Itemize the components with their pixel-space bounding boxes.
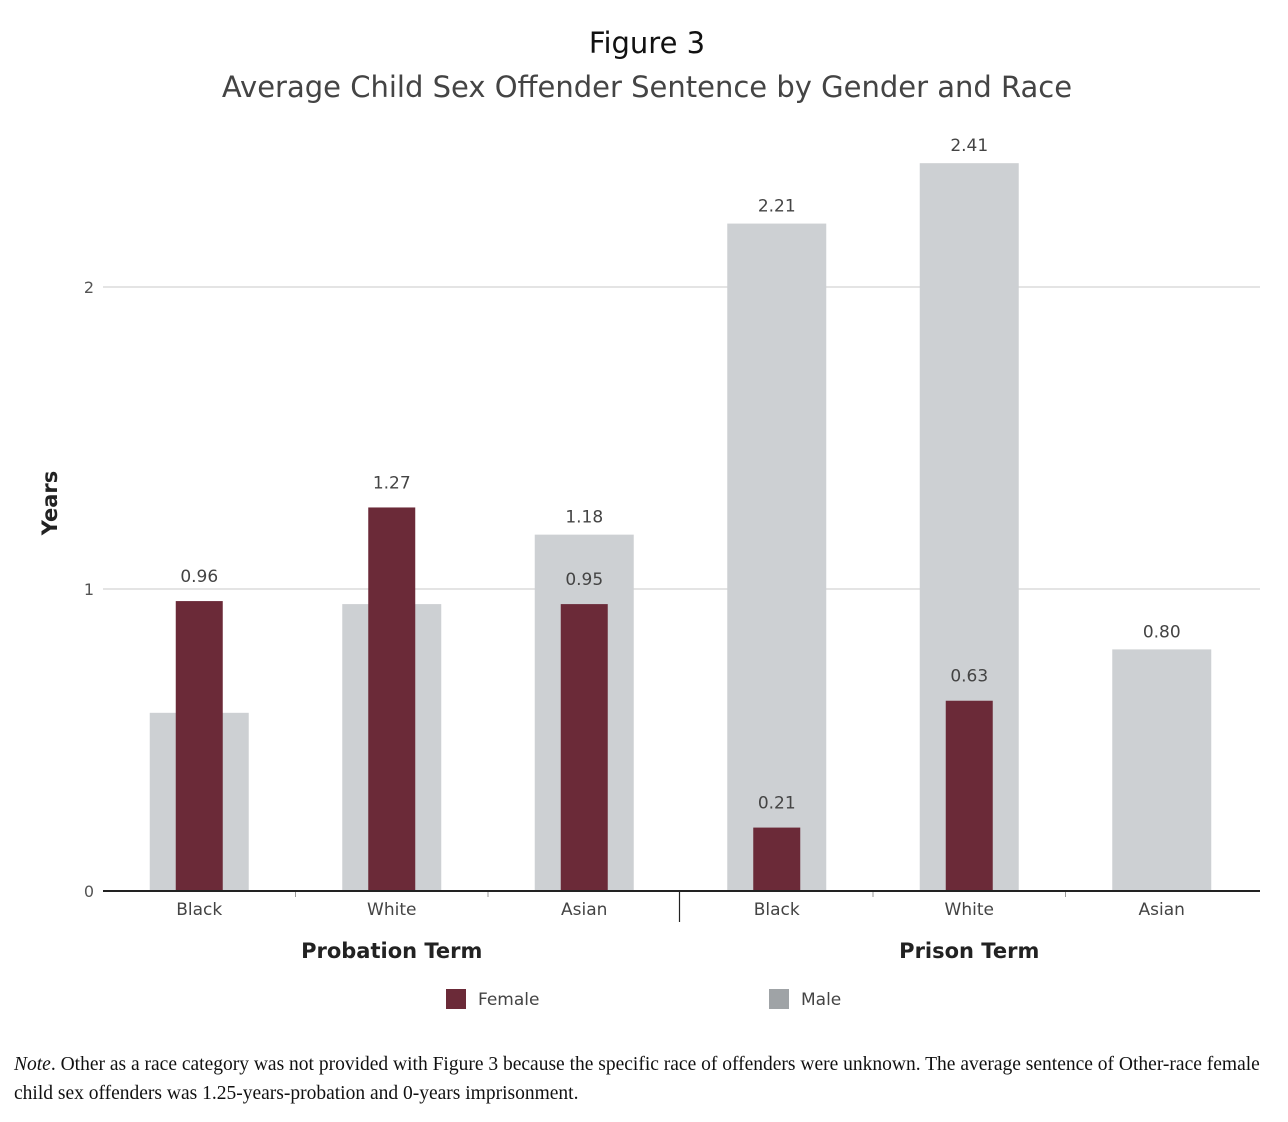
bar-female-probation-term-asian (560, 604, 608, 891)
bar-male-prison-term-asian (1112, 649, 1212, 891)
legend-swatch-male (769, 989, 789, 1009)
x-tick-label: Asian (1139, 900, 1185, 920)
data-label-female: 0.21 (758, 794, 796, 814)
chart-subtitle: Average Child Sex Offender Sentence by G… (221, 70, 1073, 104)
y-axis-label: Years (38, 471, 62, 537)
x-tick-label: White (367, 900, 416, 920)
bar-chart: 0 1 2 Years 0.96 Black 1.27 White 1.18 0.95 Asian P… (38, 136, 1260, 1010)
x-tick-label: White (945, 900, 994, 920)
y-tick-label: 2 (84, 278, 94, 297)
bar-male-prison-term-black (727, 223, 827, 891)
note-lead: Note (14, 1054, 51, 1075)
group-label: Probation Term (301, 939, 482, 963)
note-text: . Other as a race category was not provi… (14, 1054, 1260, 1104)
bar-female-prison-term-white (945, 700, 993, 891)
x-tick-label: Asian (561, 900, 607, 920)
data-label-female: 0.96 (180, 567, 218, 587)
data-label-male: 2.21 (758, 197, 796, 217)
y-tick-label: 0 (84, 882, 94, 901)
data-label-male: 2.41 (950, 136, 988, 156)
bar-female-prison-term-black (753, 827, 801, 891)
bar-female-probation-term-black (175, 601, 223, 891)
legend-swatch-female (446, 989, 466, 1009)
chart-title: Figure 3 (588, 26, 706, 60)
group-label: Prison Term (899, 939, 1039, 963)
data-label-female: 1.27 (373, 473, 411, 493)
figure-note: Note. Other as a race category was not p… (14, 1050, 1279, 1108)
data-label-female: 0.95 (565, 570, 603, 590)
data-label-female: 0.63 (950, 667, 988, 687)
legend-label-male: Male (801, 990, 841, 1010)
x-tick-label: Black (754, 900, 800, 920)
data-label-male: 1.18 (565, 508, 603, 528)
legend-label-female: Female (478, 990, 539, 1010)
y-tick-label: 1 (84, 580, 94, 599)
data-label-male: 0.80 (1143, 622, 1181, 642)
bar-female-probation-term-white (368, 507, 416, 891)
x-tick-label: Black (176, 900, 222, 920)
